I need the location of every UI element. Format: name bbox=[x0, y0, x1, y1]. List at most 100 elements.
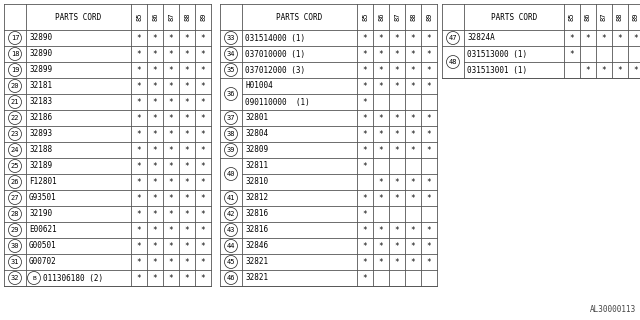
Text: *: * bbox=[201, 82, 205, 91]
Text: G93501: G93501 bbox=[29, 194, 57, 203]
Text: *: * bbox=[201, 258, 205, 267]
Text: *: * bbox=[395, 146, 399, 155]
Text: 037012000 (3): 037012000 (3) bbox=[245, 66, 305, 75]
Text: *: * bbox=[395, 258, 399, 267]
Text: *: * bbox=[379, 226, 383, 235]
Text: 85: 85 bbox=[362, 13, 368, 21]
Text: *: * bbox=[137, 98, 141, 107]
Text: *: * bbox=[185, 226, 189, 235]
Text: *: * bbox=[363, 66, 367, 75]
Text: 32846: 32846 bbox=[245, 242, 268, 251]
Text: 17: 17 bbox=[11, 35, 19, 41]
Text: *: * bbox=[395, 242, 399, 251]
Text: *: * bbox=[153, 66, 157, 75]
Text: 031514000 (1): 031514000 (1) bbox=[245, 34, 305, 43]
Text: *: * bbox=[201, 98, 205, 107]
Text: *: * bbox=[169, 178, 173, 187]
Text: 37: 37 bbox=[227, 115, 236, 121]
Text: *: * bbox=[201, 34, 205, 43]
Text: 21: 21 bbox=[11, 99, 19, 105]
Text: 19: 19 bbox=[11, 67, 19, 73]
Text: *: * bbox=[201, 50, 205, 59]
Text: *: * bbox=[379, 194, 383, 203]
Text: 45: 45 bbox=[227, 259, 236, 265]
Text: 87: 87 bbox=[168, 13, 174, 21]
Text: *: * bbox=[153, 242, 157, 251]
Text: 28: 28 bbox=[11, 211, 19, 217]
Text: *: * bbox=[395, 50, 399, 59]
Text: *: * bbox=[169, 66, 173, 75]
Text: *: * bbox=[169, 274, 173, 283]
Text: 32183: 32183 bbox=[29, 98, 52, 107]
Text: *: * bbox=[634, 66, 638, 75]
Text: 22: 22 bbox=[11, 115, 19, 121]
Text: *: * bbox=[395, 130, 399, 139]
Text: *: * bbox=[363, 34, 367, 43]
Text: *: * bbox=[570, 34, 574, 43]
Text: *: * bbox=[137, 226, 141, 235]
Text: *: * bbox=[153, 274, 157, 283]
Text: *: * bbox=[201, 146, 205, 155]
Text: 39: 39 bbox=[227, 147, 236, 153]
Text: *: * bbox=[169, 162, 173, 171]
Text: *: * bbox=[363, 194, 367, 203]
Text: *: * bbox=[169, 146, 173, 155]
Text: *: * bbox=[153, 258, 157, 267]
Text: *: * bbox=[137, 274, 141, 283]
Text: 87: 87 bbox=[394, 13, 400, 21]
Text: 86: 86 bbox=[585, 13, 591, 21]
Text: *: * bbox=[379, 258, 383, 267]
Text: *: * bbox=[634, 34, 638, 43]
Text: *: * bbox=[395, 82, 399, 91]
Text: 011306180 (2): 011306180 (2) bbox=[43, 274, 103, 283]
Text: *: * bbox=[363, 130, 367, 139]
Text: *: * bbox=[427, 178, 431, 187]
Text: *: * bbox=[411, 50, 415, 59]
Text: *: * bbox=[137, 178, 141, 187]
Text: 32809: 32809 bbox=[245, 146, 268, 155]
Text: *: * bbox=[185, 98, 189, 107]
Text: *: * bbox=[137, 82, 141, 91]
Text: *: * bbox=[185, 274, 189, 283]
Text: 38: 38 bbox=[227, 131, 236, 137]
Text: *: * bbox=[201, 162, 205, 171]
Text: *: * bbox=[137, 130, 141, 139]
Text: 27: 27 bbox=[11, 195, 19, 201]
Text: *: * bbox=[411, 114, 415, 123]
Text: 32804: 32804 bbox=[245, 130, 268, 139]
Text: 43: 43 bbox=[227, 227, 236, 233]
Text: *: * bbox=[618, 66, 622, 75]
Text: 41: 41 bbox=[227, 195, 236, 201]
Text: *: * bbox=[153, 98, 157, 107]
Text: *: * bbox=[169, 114, 173, 123]
Text: *: * bbox=[185, 162, 189, 171]
Text: 89: 89 bbox=[633, 13, 639, 21]
Text: *: * bbox=[185, 258, 189, 267]
Text: *: * bbox=[169, 130, 173, 139]
Text: *: * bbox=[201, 210, 205, 219]
Text: 33: 33 bbox=[227, 35, 236, 41]
Text: *: * bbox=[363, 274, 367, 283]
Text: 89: 89 bbox=[426, 13, 432, 21]
Text: 32890: 32890 bbox=[29, 50, 52, 59]
Text: *: * bbox=[363, 242, 367, 251]
Text: *: * bbox=[602, 66, 606, 75]
Text: *: * bbox=[363, 82, 367, 91]
Text: *: * bbox=[137, 146, 141, 155]
Text: 36: 36 bbox=[227, 91, 236, 97]
Text: *: * bbox=[411, 82, 415, 91]
Text: *: * bbox=[169, 258, 173, 267]
Text: *: * bbox=[363, 258, 367, 267]
Text: *: * bbox=[201, 178, 205, 187]
Text: 35: 35 bbox=[227, 67, 236, 73]
Text: *: * bbox=[153, 114, 157, 123]
Text: *: * bbox=[201, 114, 205, 123]
Text: 87: 87 bbox=[601, 13, 607, 21]
Text: *: * bbox=[185, 130, 189, 139]
Text: *: * bbox=[363, 162, 367, 171]
Text: *: * bbox=[427, 114, 431, 123]
Text: 32810: 32810 bbox=[245, 178, 268, 187]
Text: *: * bbox=[201, 130, 205, 139]
Text: *: * bbox=[363, 210, 367, 219]
Text: *: * bbox=[602, 34, 606, 43]
